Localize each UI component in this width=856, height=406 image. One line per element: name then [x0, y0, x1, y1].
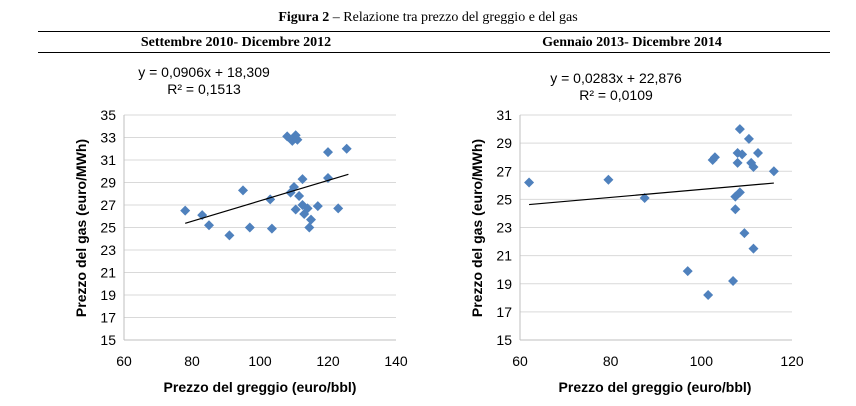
- left-y-tick-label: 27: [100, 197, 116, 213]
- left-y-tick-label: 31: [100, 152, 116, 168]
- left-data-point: [323, 173, 333, 183]
- right-y-tick-label: 17: [496, 304, 512, 320]
- chart-left: y = 0,0906x + 18,309 R² = 0,1513 Prezzo …: [73, 64, 408, 395]
- left-y-tick-label: 15: [100, 332, 116, 348]
- right-x-tick-label: 120: [780, 353, 804, 369]
- left-y-tick-label: 25: [100, 220, 116, 236]
- left-x-axis-label: Prezzo del greggio (euro/bbl): [164, 379, 357, 395]
- left-data-point: [266, 223, 277, 234]
- left-data-point: [294, 191, 305, 201]
- left-y-axis-label: Prezzo del gas (euro/MWh): [73, 139, 89, 317]
- left-data-point: [180, 205, 191, 216]
- right-data-point: [748, 162, 759, 173]
- left-y-tick-label: 35: [100, 107, 116, 123]
- chart-right: y = 0,0283x + 22,876 R² = 0,0109 Prezzo …: [469, 70, 804, 395]
- figure-title: Figura 2 – Relazione tra prezzo del greg…: [0, 10, 856, 26]
- figure-caption: Relazione tra prezzo del greggio e del g…: [343, 10, 578, 25]
- right-data-point: [682, 266, 693, 277]
- left-y-tick-label: 23: [100, 242, 116, 258]
- right-data-point: [639, 192, 650, 203]
- top-rule: [38, 31, 830, 32]
- right-y-tick-label: 15: [496, 332, 512, 348]
- figure-label: Figura 2: [278, 10, 330, 25]
- right-data-point: [703, 290, 714, 300]
- left-y-tick-label: 21: [100, 265, 116, 281]
- right-x-tick-label: 100: [690, 353, 714, 369]
- left-data-point: [224, 230, 235, 241]
- left-data-point: [312, 201, 323, 212]
- left-y-tick-label: 19: [100, 287, 116, 303]
- right-data-point: [524, 177, 535, 188]
- figure-separator: –: [329, 10, 344, 25]
- left-trend-equation: y = 0,0906x + 18,309: [138, 64, 270, 80]
- right-y-tick-label: 29: [496, 135, 512, 151]
- left-x-tick-label: 80: [184, 353, 200, 369]
- right-data-point: [748, 243, 759, 254]
- right-panel-title: Gennaio 2013- Dicembre 2014: [542, 35, 722, 50]
- left-data-point: [244, 222, 255, 233]
- right-data-point: [603, 174, 614, 185]
- left-y-tick-label: 33: [100, 130, 116, 146]
- left-x-tick-label: 100: [248, 353, 272, 369]
- left-x-tick-label: 140: [384, 353, 408, 369]
- left-y-tick-label: 17: [100, 310, 116, 326]
- left-x-tick-label: 120: [316, 353, 340, 369]
- left-x-tick-label: 60: [116, 353, 132, 369]
- left-data-point: [292, 134, 303, 145]
- right-data-point: [737, 149, 748, 160]
- left-data-point: [204, 220, 214, 231]
- right-data-point: [732, 157, 743, 168]
- right-y-tick-label: 27: [496, 163, 512, 179]
- left-data-point: [238, 185, 248, 196]
- bottom-rule: [38, 52, 830, 53]
- left-trend-line: [185, 173, 349, 224]
- right-y-tick-label: 21: [496, 248, 512, 264]
- left-data-point: [302, 203, 313, 214]
- left-data-point: [341, 143, 352, 154]
- right-y-tick-label: 23: [496, 220, 512, 236]
- right-x-tick-label: 60: [512, 353, 528, 369]
- right-y-tick-label: 25: [496, 191, 512, 207]
- left-data-point: [323, 147, 333, 158]
- left-data-point: [304, 222, 315, 233]
- right-y-tick-label: 31: [496, 107, 512, 123]
- right-data-point: [728, 275, 739, 286]
- right-y-axis-label: Prezzo del gas (euro/MWh): [469, 139, 485, 317]
- right-trend-line: [529, 182, 774, 206]
- left-data-point: [333, 203, 344, 214]
- right-data-point: [734, 187, 745, 198]
- right-data-point: [768, 166, 779, 177]
- right-trend-equation: y = 0,0283x + 22,876: [550, 70, 682, 86]
- right-data-point: [730, 204, 741, 215]
- right-data-point: [709, 152, 720, 163]
- right-data-point: [743, 133, 754, 144]
- left-data-point: [290, 204, 301, 215]
- right-x-axis-label: Prezzo del greggio (euro/bbl): [559, 379, 752, 395]
- left-panel-title: Settembre 2010- Dicembre 2012: [140, 35, 332, 50]
- left-data-point: [306, 214, 316, 225]
- right-r-squared: R² = 0,0109: [579, 87, 653, 103]
- right-data-point: [753, 147, 763, 158]
- right-y-tick-label: 19: [496, 276, 512, 292]
- left-data-point: [297, 174, 308, 185]
- right-x-tick-label: 80: [603, 353, 619, 369]
- right-data-point: [734, 124, 745, 135]
- left-r-squared: R² = 0,1513: [167, 81, 241, 97]
- right-data-point: [739, 228, 750, 239]
- left-y-tick-label: 29: [100, 175, 116, 191]
